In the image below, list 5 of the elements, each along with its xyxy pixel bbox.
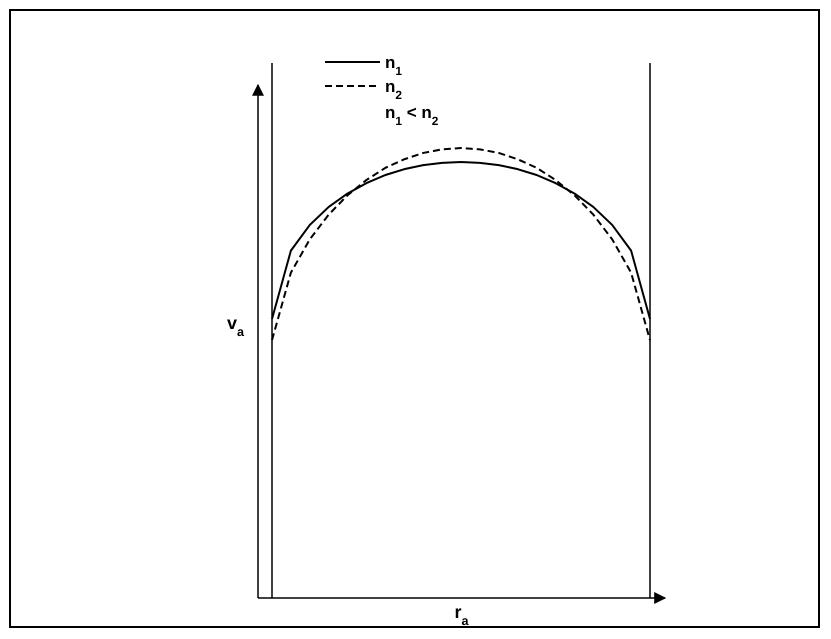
legend-label: n$_{2}$ xyxy=(385,77,402,102)
y-axis-title: v$_{a}$ xyxy=(226,313,245,339)
legend-label: n$_{1}$ xyxy=(385,53,402,78)
text: n$_{1}$ < n$_{2}$ xyxy=(385,103,439,128)
x-axis-title: r$_{a}$ xyxy=(454,602,470,628)
